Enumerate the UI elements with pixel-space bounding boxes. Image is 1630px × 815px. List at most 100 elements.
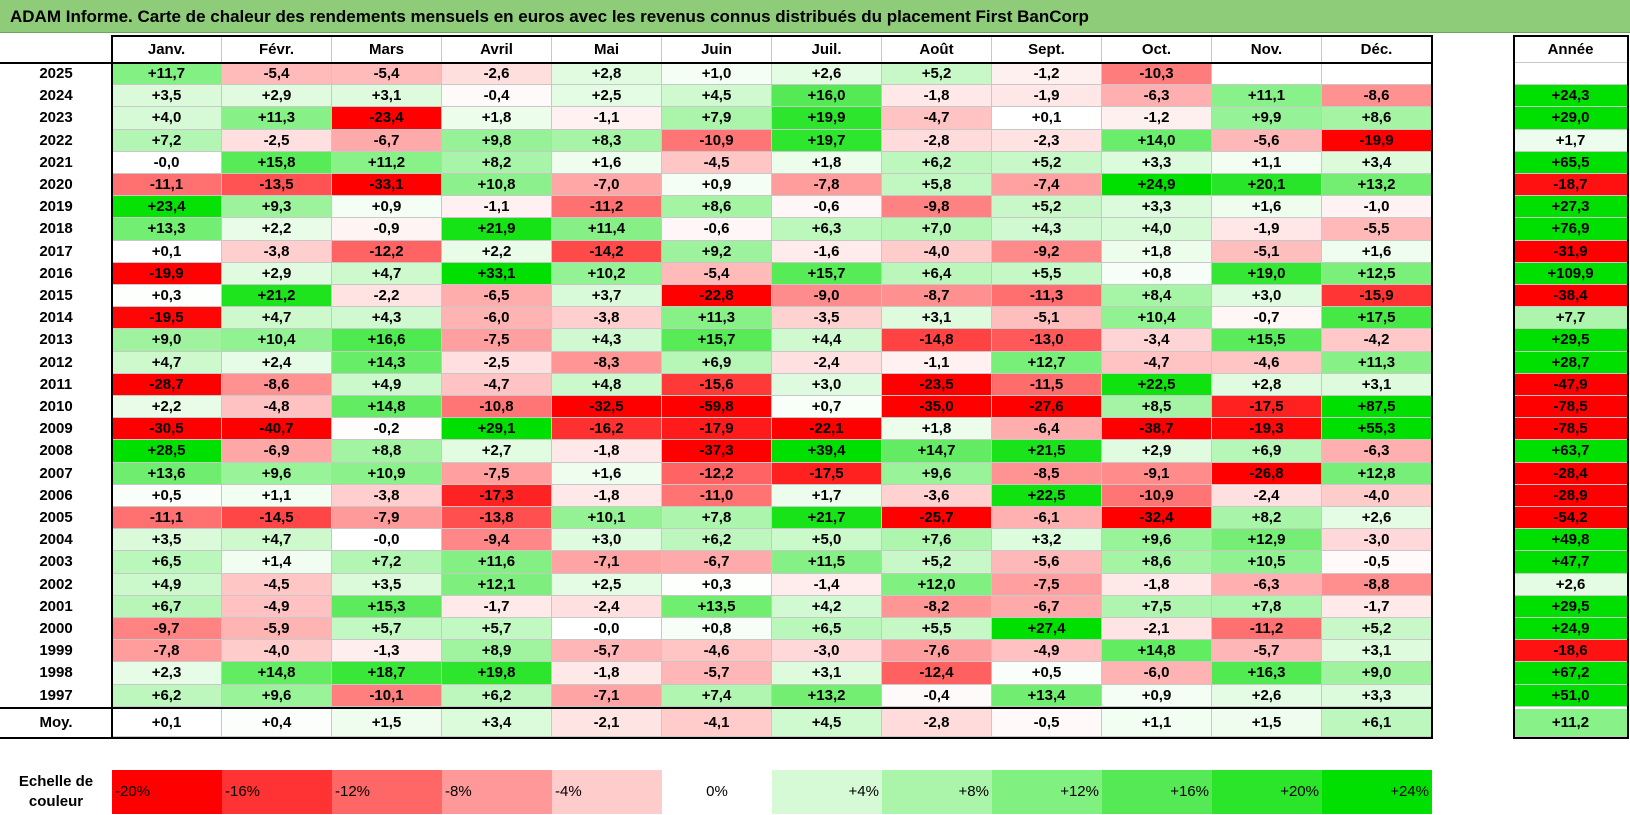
- heatmap-cell: +39,4: [772, 440, 882, 463]
- annual-cell: +24,3: [1514, 85, 1628, 108]
- heatmap-cell: -6,7: [992, 595, 1102, 618]
- heatmap-cell: +13,2: [1322, 174, 1432, 197]
- heatmap-cell: +7,4: [662, 684, 772, 707]
- average-cell: +0,4: [222, 708, 332, 737]
- heatmap-cell: +2,9: [222, 262, 332, 285]
- heatmap-cell: +16,0: [772, 85, 882, 108]
- annual-column-header: Année: [1514, 36, 1628, 63]
- heatmap-cell: -1,0: [1322, 196, 1432, 219]
- heatmap-cell: -7,5: [442, 462, 552, 485]
- heatmap-cell: +11,2: [332, 151, 442, 174]
- heatmap-cell: +1,4: [222, 551, 332, 574]
- row-year-label: 2008: [39, 442, 73, 460]
- heatmap-cell: -23,5: [882, 373, 992, 396]
- heatmap-cell: +8,9: [442, 640, 552, 663]
- heatmap-cell: -19,9: [112, 262, 222, 285]
- annual-cell: -18,7: [1514, 174, 1628, 197]
- column-header: Janv.: [112, 36, 222, 63]
- heatmap-cell: +1,8: [882, 418, 992, 441]
- heatmap-cell: +1,8: [1102, 240, 1212, 263]
- row-year-label: 2020: [39, 176, 73, 193]
- heatmap-cell: -6,7: [662, 551, 772, 574]
- heatmap-cell: -3,4: [1102, 329, 1212, 352]
- heatmap-cell: -11,1: [112, 507, 222, 530]
- heatmap-cell: -3,5: [772, 307, 882, 330]
- heatmap-cell: +15,8: [222, 151, 332, 174]
- heatmap-cell: -2,1: [1102, 618, 1212, 641]
- heatmap-cell: -2,8: [882, 129, 992, 152]
- heatmap-cell: +2,2: [112, 396, 222, 419]
- heatmap-cell: +2,4: [222, 351, 332, 374]
- heatmap-cell: +0,8: [662, 618, 772, 641]
- heatmap-cell: -2,4: [772, 351, 882, 374]
- heatmap-cell: -6,1: [992, 507, 1102, 530]
- heatmap-cell: +28,5: [112, 440, 222, 463]
- heatmap-cell: -0,6: [772, 196, 882, 219]
- heatmap-cell: -4,5: [662, 151, 772, 174]
- annual-cell: +1,7: [1514, 129, 1628, 152]
- row-year-label: 2009: [39, 420, 73, 438]
- heatmap-cell: +7,2: [332, 551, 442, 574]
- heatmap-cell: -11,1: [112, 174, 222, 197]
- heatmap-cell: -5,9: [222, 618, 332, 641]
- heatmap-cell: +2,2: [442, 240, 552, 263]
- heatmap-cell: +13,3: [112, 218, 222, 241]
- color-scale-step: -12%: [332, 770, 442, 814]
- heatmap-cell: +3,5: [112, 529, 222, 552]
- heatmap-cell: +21,5: [992, 440, 1102, 463]
- heatmap-cell: +6,2: [112, 684, 222, 707]
- heatmap-cell: +7,5: [1102, 595, 1212, 618]
- heatmap-cell: +7,9: [662, 107, 772, 130]
- heatmap-cell: +8,5: [1102, 396, 1212, 419]
- row-year-label: 2004: [39, 531, 73, 549]
- heatmap-cell: -10,8: [442, 396, 552, 419]
- heatmap-cell: -1,8: [882, 85, 992, 108]
- annual-cell: +65,5: [1514, 151, 1628, 174]
- heatmap-cell: -6,7: [332, 129, 442, 152]
- color-scale-step: -8%: [442, 770, 552, 814]
- average-cell: -0,5: [992, 708, 1102, 737]
- heatmap-cell: -1,4: [772, 573, 882, 596]
- heatmap-cell: +13,4: [992, 684, 1102, 707]
- heatmap-cell: -28,7: [112, 373, 222, 396]
- heatmap-cell: +0,8: [1102, 262, 1212, 285]
- heatmap-cell: -0,7: [1212, 307, 1322, 330]
- heatmap-cell: -3,8: [332, 484, 442, 507]
- heatmap-cell: +7,0: [882, 218, 992, 241]
- column-header: Févr.: [222, 36, 332, 63]
- heatmap-cell: -13,0: [992, 329, 1102, 352]
- heatmap-cell: -4,7: [442, 373, 552, 396]
- heatmap-cell: +0,9: [1102, 684, 1212, 707]
- heatmap-cell: +19,9: [772, 107, 882, 130]
- heatmap-cell: +0,7: [772, 396, 882, 419]
- heatmap-cell: +5,2: [1322, 618, 1432, 641]
- average-cell: +0,1: [112, 708, 222, 737]
- heatmap-cell: +1,6: [1322, 240, 1432, 263]
- heatmap-cell: +2,5: [552, 85, 662, 108]
- heatmap-cell: -1,8: [552, 484, 662, 507]
- heatmap-cell: -11,3: [992, 285, 1102, 308]
- annual-cell: -28,9: [1514, 484, 1628, 507]
- heatmap-cell: -19,9: [1322, 129, 1432, 152]
- grid-separator-line: [0, 706, 1432, 709]
- color-scale-title: Echelle de couleur: [0, 770, 112, 814]
- heatmap-cell: -6,3: [1212, 573, 1322, 596]
- heatmap-cell: +4,7: [222, 307, 332, 330]
- heatmap-cell: +3,2: [992, 529, 1102, 552]
- heatmap-cell: -1,8: [1102, 573, 1212, 596]
- heatmap-cell: -7,1: [552, 684, 662, 707]
- row-year-label: 2011: [39, 375, 73, 393]
- row-year-label: 2005: [39, 509, 73, 526]
- heatmap-cell: +7,2: [112, 129, 222, 152]
- heatmap-cell: +3,3: [1322, 684, 1432, 707]
- annual-cell: +49,8: [1514, 529, 1628, 552]
- heatmap-cell: +8,6: [662, 196, 772, 219]
- heatmap-cell: +0,9: [332, 196, 442, 219]
- heatmap-cell: +9,8: [442, 129, 552, 152]
- heatmap-cell: -13,8: [442, 507, 552, 530]
- annual-cell: +29,5: [1514, 329, 1628, 352]
- heatmap-cell: +10,9: [332, 462, 442, 485]
- heatmap-cell: +14,7: [882, 440, 992, 463]
- annual-cell: -38,4: [1514, 285, 1628, 308]
- heatmap-cell: +3,5: [112, 85, 222, 108]
